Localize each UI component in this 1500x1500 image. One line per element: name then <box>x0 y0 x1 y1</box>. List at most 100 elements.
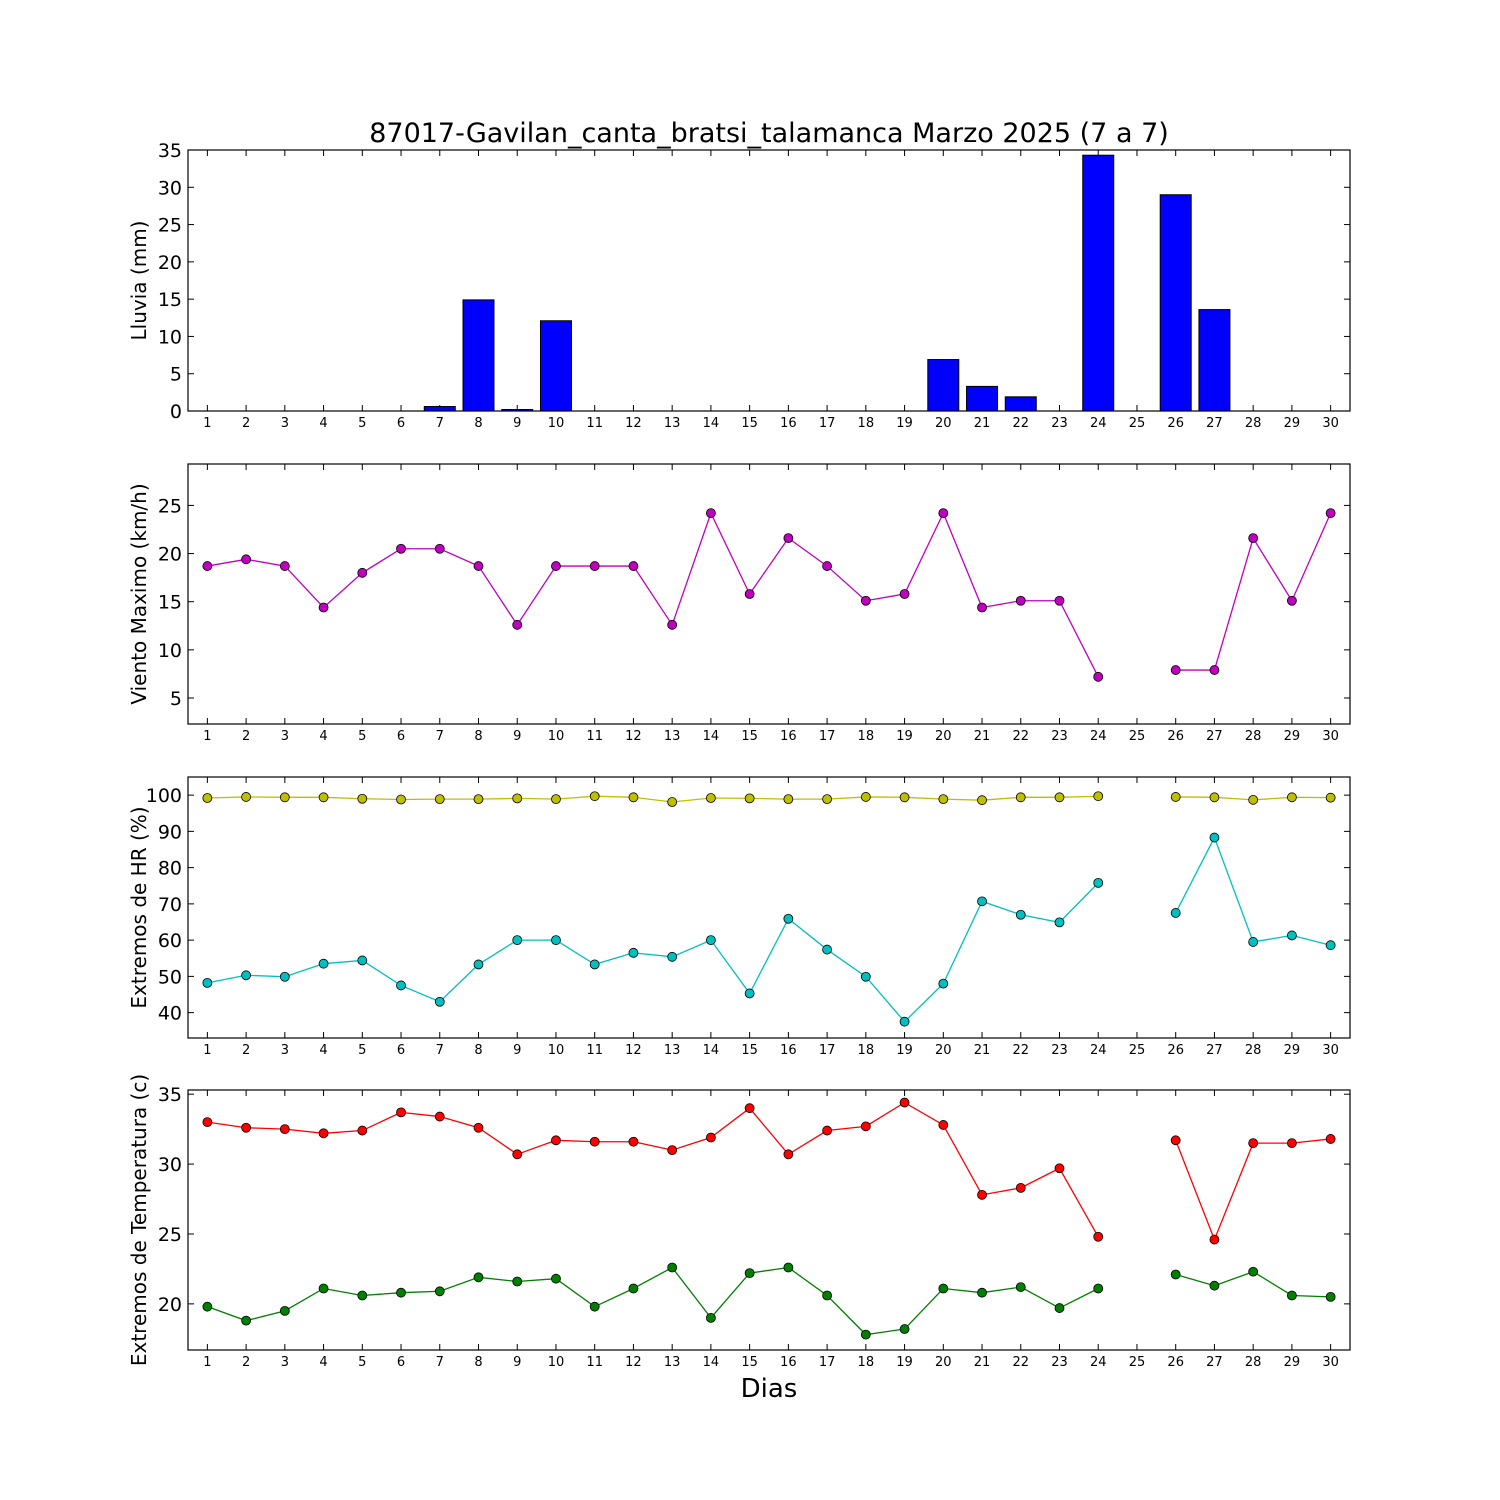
hr-min-point <box>938 978 949 989</box>
hr-max-point <box>1287 792 1297 803</box>
x-tick-label: 14 <box>703 1043 720 1058</box>
x-tick-label: 23 <box>1051 729 1068 744</box>
x-tick-label: 8 <box>474 729 482 744</box>
y-tick-label: 20 <box>158 252 182 274</box>
hr-min-point <box>667 951 678 962</box>
x-tick-label: 4 <box>319 729 327 744</box>
temp-min-point <box>473 1272 484 1283</box>
y-tick-label: 25 <box>158 1224 182 1246</box>
hr-max-point <box>551 794 561 805</box>
temp-max-point <box>279 1124 290 1135</box>
x-tick-label: 28 <box>1245 729 1262 744</box>
x-tick-label: 4 <box>319 416 327 431</box>
axes-frame <box>187 776 1351 1039</box>
x-tick-label: 10 <box>548 1355 565 1370</box>
x-tick-label: 13 <box>664 416 681 431</box>
x-tick-label: 29 <box>1284 729 1301 744</box>
wind-point <box>938 508 949 519</box>
temp-min-point <box>1248 1266 1259 1277</box>
x-tick-label: 22 <box>1012 1355 1029 1370</box>
x-tick-label: 9 <box>513 1043 521 1058</box>
y-axis-label: Viento Maximo (km/h) <box>127 483 151 704</box>
x-tick-label: 1 <box>203 1043 211 1058</box>
temp-max-point <box>783 1149 794 1160</box>
y-tick-label: 50 <box>158 966 182 988</box>
x-tick-label: 28 <box>1245 416 1262 431</box>
wind-point <box>1325 508 1336 519</box>
temp-max-point <box>706 1132 716 1143</box>
axes-frame <box>187 149 1351 412</box>
x-tick-label: 20 <box>935 416 952 431</box>
x-tick-label: 15 <box>741 729 758 744</box>
y-axis-label: Extremos de Temperatura (c) <box>127 1074 151 1366</box>
x-tick-label: 27 <box>1206 416 1223 431</box>
wind-point <box>822 561 832 571</box>
x-tick-label: 27 <box>1206 1355 1223 1370</box>
wind-point <box>512 619 523 630</box>
temp-min-point <box>1287 1290 1297 1301</box>
x-tick-label: 14 <box>703 416 720 431</box>
x-tick-label: 19 <box>896 1043 913 1058</box>
x-tick-label: 10 <box>548 729 565 744</box>
x-tick-label: 11 <box>586 729 603 744</box>
temp-min-point <box>938 1283 949 1294</box>
x-tick-label: 8 <box>474 416 482 431</box>
wind-point <box>1015 595 1026 606</box>
x-tick-label: 25 <box>1129 1355 1146 1370</box>
wind-point <box>279 561 290 571</box>
x-tick-label: 9 <box>513 416 521 431</box>
temp-max-point <box>628 1136 639 1147</box>
x-tick-label: 24 <box>1090 729 1107 744</box>
x-tick-label: 2 <box>242 416 250 431</box>
wind-point <box>434 543 445 554</box>
hr-min-point <box>1054 917 1065 928</box>
x-tick-label: 5 <box>358 416 366 431</box>
y-tick-label: 35 <box>158 140 182 162</box>
x-tick-label: 18 <box>858 1355 875 1370</box>
y-tick-label: 15 <box>158 592 182 614</box>
temp-max-point <box>667 1145 678 1156</box>
temp-min-point <box>1093 1283 1104 1294</box>
x-tick-label: 12 <box>625 1355 642 1370</box>
temp-min-point <box>1325 1291 1336 1302</box>
temp-min-point <box>1170 1269 1181 1280</box>
wind-point <box>628 561 639 571</box>
temp-max-point <box>1248 1138 1259 1149</box>
temp-min-point <box>318 1283 329 1294</box>
temp-max-point <box>1093 1231 1104 1242</box>
hr-max-point <box>744 793 755 804</box>
wind-point <box>357 567 368 578</box>
temp-min-point <box>977 1287 987 1298</box>
wind-point <box>551 561 561 571</box>
temp-min-point <box>1015 1282 1026 1292</box>
rain-bar <box>501 409 534 412</box>
rain-bar <box>1198 309 1231 412</box>
hr-max-point <box>589 791 600 802</box>
wind-point <box>473 561 484 571</box>
y-tick-label: 70 <box>158 894 182 916</box>
x-tick-label: 13 <box>664 1043 681 1058</box>
x-tick-label: 26 <box>1167 1355 1184 1370</box>
hr-min-point <box>1093 877 1104 888</box>
temp-max-line <box>207 1101 1099 1238</box>
temp-min-point <box>822 1290 832 1301</box>
temp-min-point <box>357 1290 368 1301</box>
x-tick-label: 16 <box>780 1043 797 1058</box>
x-tick-label: 30 <box>1322 1355 1339 1370</box>
hr-max-point <box>1015 792 1026 803</box>
x-tick-label: 20 <box>935 1043 952 1058</box>
hr-max-point <box>1209 792 1220 803</box>
y-axis-label: Extremos de HR (%) <box>127 806 151 1008</box>
hr-max-point <box>628 792 639 803</box>
temp-min-point <box>667 1262 678 1273</box>
hr-min-point <box>318 958 329 969</box>
x-tick-label: 24 <box>1090 1355 1107 1370</box>
temp-max-point <box>1170 1135 1181 1146</box>
x-tick-label: 13 <box>664 1355 681 1370</box>
hr-max-point <box>860 792 871 802</box>
hr-min-point <box>860 971 871 982</box>
x-tick-label: 21 <box>974 729 991 744</box>
x-tick-label: 9 <box>513 1355 521 1370</box>
x-tick-label: 10 <box>548 416 565 431</box>
